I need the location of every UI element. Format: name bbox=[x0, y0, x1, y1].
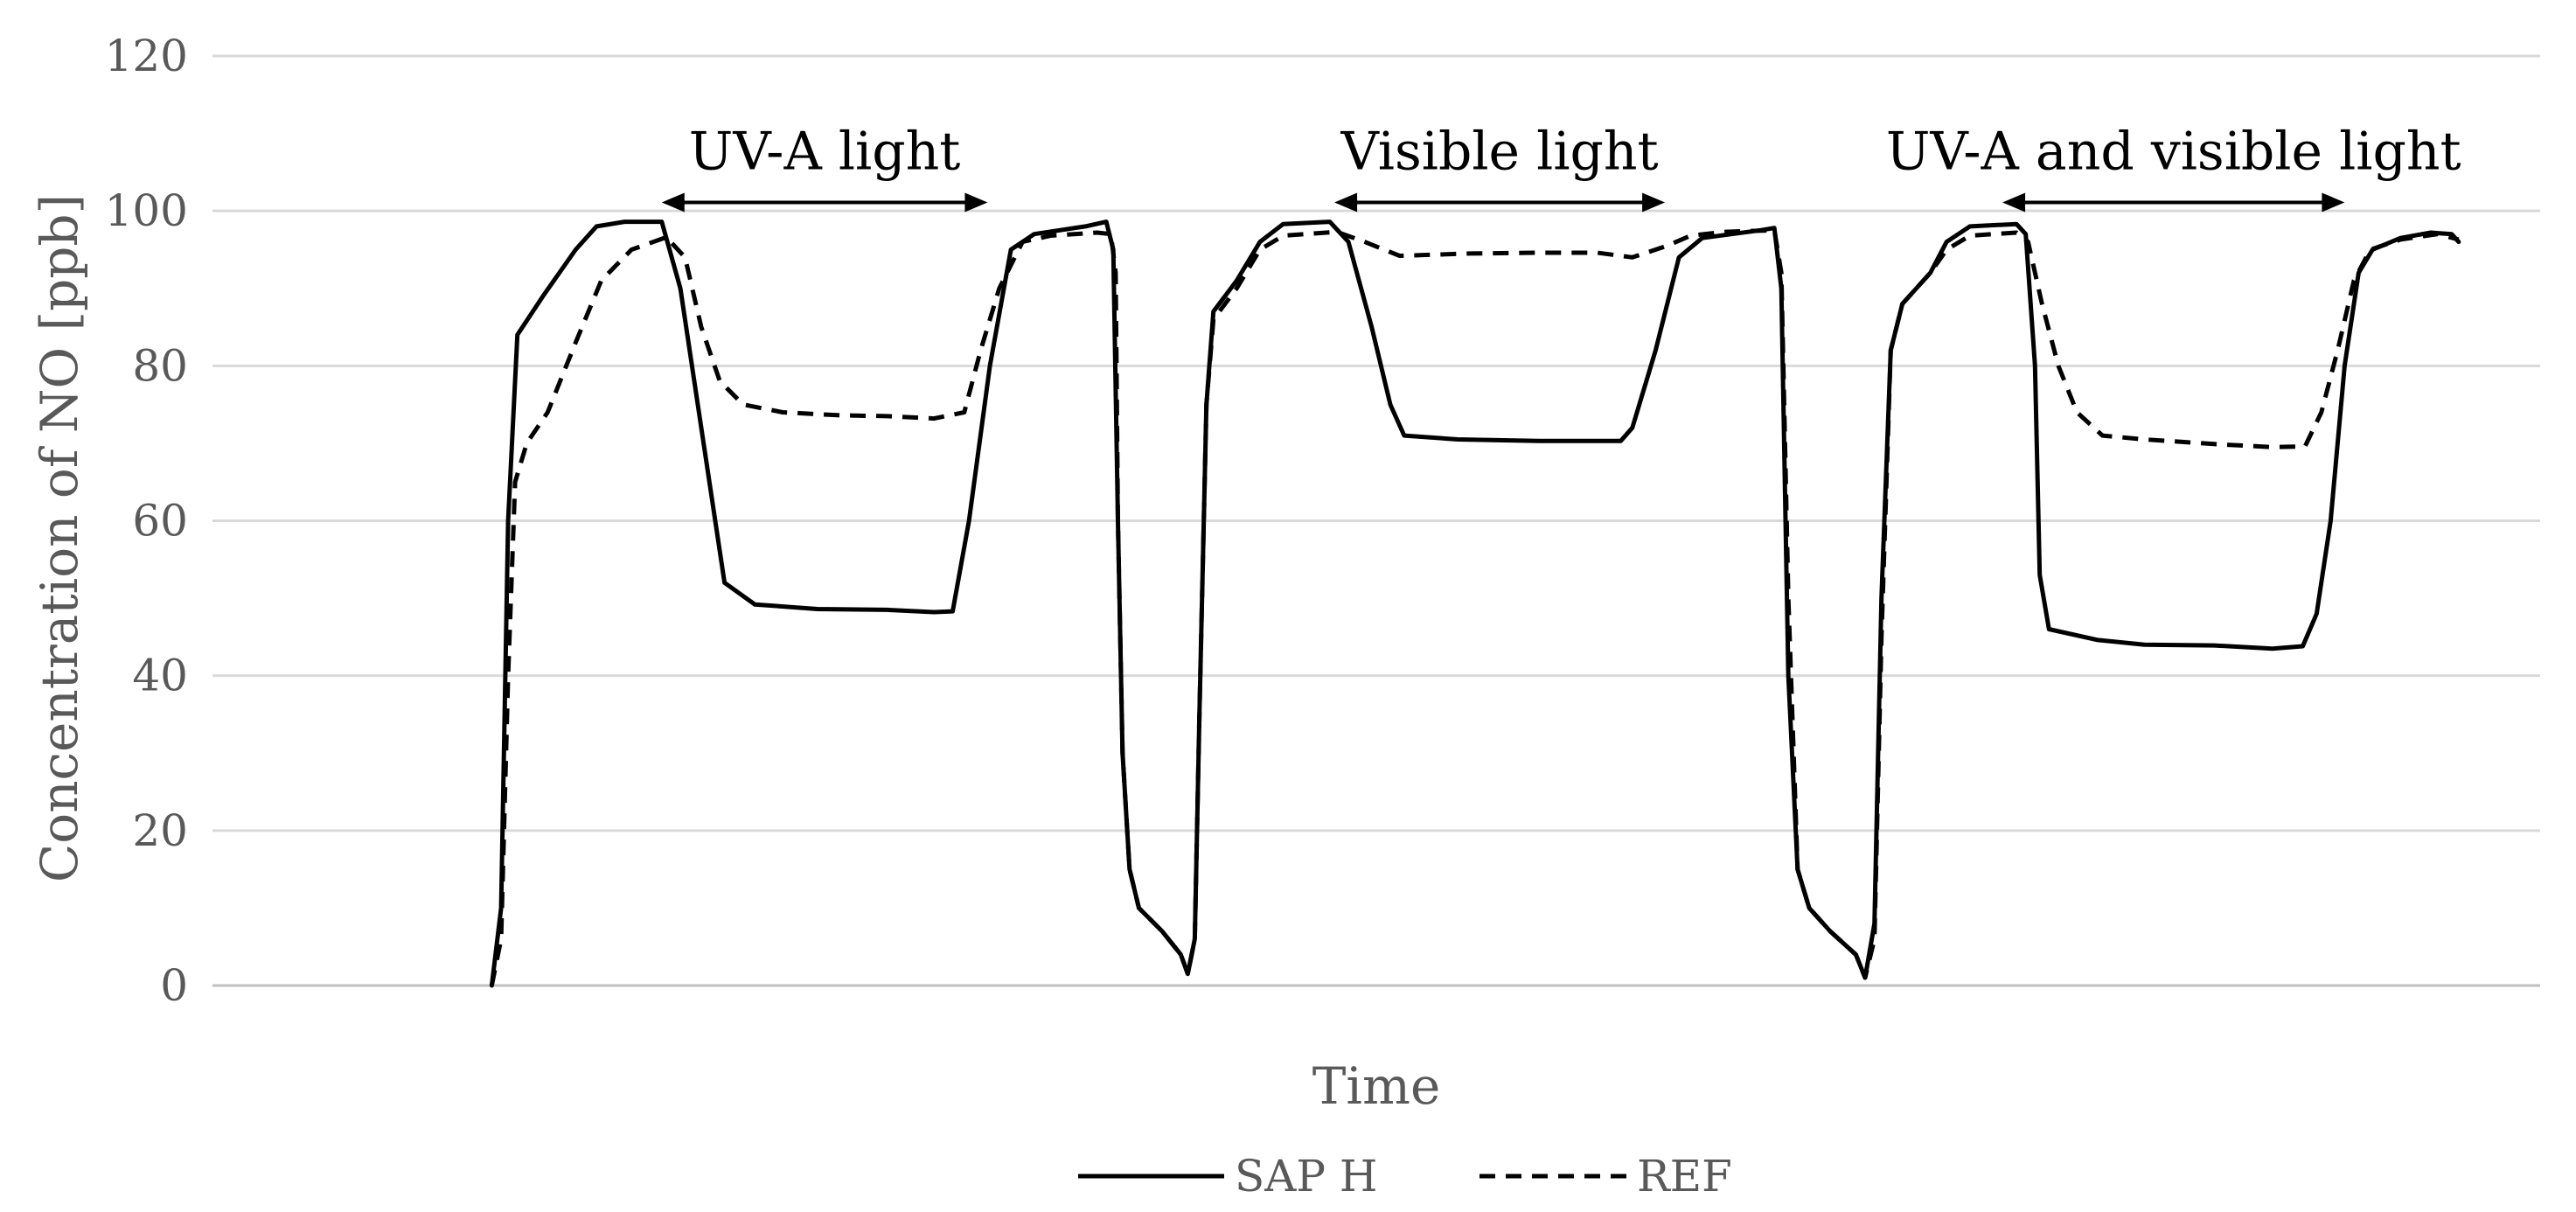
y-tick-label-60: 60 bbox=[132, 496, 188, 547]
legend-label-sap-h: SAP H bbox=[1235, 1151, 1378, 1202]
legend-label-ref: REF bbox=[1637, 1151, 1732, 1202]
annotations: UV-A light Visible light UV-A and visible … bbox=[661, 121, 2461, 212]
y-tick-label-20: 20 bbox=[132, 805, 188, 856]
annotation-arrow-visible-light bbox=[1334, 192, 1666, 212]
y-tick-label-100: 100 bbox=[105, 185, 188, 236]
series-line-sap-h bbox=[489, 219, 2461, 988]
y-tick-label-0: 0 bbox=[160, 960, 188, 1011]
y-axis-title: Concentration of NO [ppb] bbox=[30, 194, 89, 882]
annotation-arrow-uv-a-light bbox=[661, 192, 988, 212]
annotation-label-uv-a-and-visible-light: UV-A and visible light bbox=[1886, 121, 2461, 182]
y-tick-label-80: 80 bbox=[132, 340, 188, 391]
x-axis-title: Time bbox=[1312, 1056, 1441, 1116]
annotation-label-uv-a-light: UV-A light bbox=[689, 121, 961, 182]
y-tick-label-40: 40 bbox=[132, 651, 188, 701]
series-lines bbox=[489, 219, 2461, 988]
series-line-ref bbox=[489, 227, 2460, 986]
legend: SAP H REF bbox=[1078, 1151, 1732, 1202]
y-tick-labels: 0 20 40 60 80 100 120 bbox=[105, 31, 188, 1011]
gridlines bbox=[212, 54, 2540, 832]
annotation-arrow-uv-a-and-visible-light bbox=[2002, 192, 2345, 212]
annotation-label-visible-light: Visible light bbox=[1340, 121, 1659, 182]
y-tick-label-120: 120 bbox=[105, 31, 188, 81]
